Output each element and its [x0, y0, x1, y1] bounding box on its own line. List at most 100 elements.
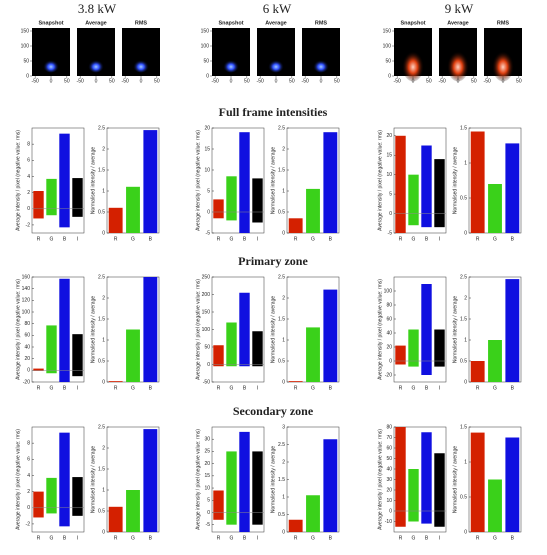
- y-tick-label: 0.5: [460, 358, 467, 364]
- bar: [213, 364, 224, 367]
- y-tick-label: 1: [464, 337, 467, 343]
- bar: [395, 361, 406, 365]
- y-tick-label: 25: [204, 449, 210, 455]
- bar: [213, 212, 224, 219]
- y-tick-label: 10: [386, 498, 392, 504]
- flame: [223, 58, 239, 73]
- y-tick-label: -2: [26, 521, 31, 527]
- x-tick-label: G: [311, 535, 315, 541]
- y-tick-label: 2.5: [278, 125, 285, 131]
- y-tick-label: 0: [388, 73, 391, 79]
- bar: [408, 469, 419, 511]
- bar: [306, 327, 320, 382]
- y-tick-label: -5: [206, 230, 211, 236]
- x-tick-label: 0: [140, 78, 143, 84]
- y-tick-label: 10: [386, 172, 392, 178]
- y-tick-label: 150: [202, 309, 211, 315]
- y-tick-label: 250: [202, 274, 211, 280]
- panel-title: RMS: [135, 20, 148, 26]
- y-tick-label: 8: [27, 440, 30, 446]
- bar: [421, 511, 432, 524]
- bar: [108, 207, 123, 233]
- x-tick-label: G: [493, 385, 497, 391]
- bar: [108, 506, 123, 532]
- y-tick-label: 15: [204, 146, 210, 152]
- y-tick-label: 1.5: [278, 477, 285, 483]
- y-tick-label: -5: [388, 230, 393, 236]
- bar: [72, 370, 83, 377]
- section-title: Full frame intensities: [219, 105, 328, 119]
- bar: [323, 289, 338, 382]
- y-axis-label: Normalised intensity / average: [270, 296, 276, 363]
- bar: [239, 364, 250, 367]
- bar: [434, 511, 445, 527]
- bar: [33, 368, 44, 371]
- flame: [43, 58, 59, 73]
- bar: [323, 132, 338, 233]
- x-tick-label: 50: [109, 78, 115, 84]
- bar: [505, 143, 520, 233]
- x-tick-label: B: [63, 236, 67, 242]
- panel-title: Snapshot: [400, 20, 425, 26]
- bar: [395, 427, 406, 511]
- y-tick-label: 0: [464, 230, 467, 236]
- y-tick-label: 0: [389, 211, 392, 217]
- bar: [323, 439, 338, 532]
- y-tick-label: 0.5: [278, 209, 285, 215]
- flame: [492, 49, 514, 82]
- y-tick-label: 70: [386, 435, 392, 441]
- y-tick-label: 0: [389, 358, 392, 364]
- x-tick-label: I: [439, 385, 440, 391]
- y-tick-label: 40: [386, 330, 392, 336]
- y-tick-label: 20: [386, 344, 392, 350]
- y-tick-label: 1: [282, 188, 285, 194]
- y-tick-label: 60: [24, 333, 30, 339]
- bar: [505, 279, 520, 382]
- y-tick-label: 50: [23, 58, 29, 64]
- x-tick-label: R: [217, 535, 221, 541]
- y-tick-label: -20: [23, 379, 30, 385]
- x-tick-label: G: [50, 385, 54, 391]
- x-tick-label: I: [257, 385, 258, 391]
- y-tick-label: 3: [282, 424, 285, 430]
- bar: [408, 511, 419, 522]
- y-tick-label: 0.5: [460, 195, 467, 201]
- bar: [395, 135, 406, 214]
- bar: [239, 431, 250, 513]
- y-axis-label: Normalised intensity / average: [270, 147, 276, 214]
- y-tick-label: 30: [386, 477, 392, 483]
- y-tick-label: 2: [102, 295, 105, 301]
- x-tick-label: I: [439, 236, 440, 242]
- y-axis-label: Average intensity / pixel (negative valu…: [15, 130, 21, 231]
- y-axis-label: Normalised intensity / average: [90, 446, 96, 513]
- x-tick-label: B: [149, 236, 153, 242]
- flame: [447, 49, 469, 82]
- y-tick-label: 150: [201, 28, 210, 34]
- y-axis-label: Average intensity / pixel (negative valu…: [195, 130, 201, 231]
- bar: [46, 208, 57, 216]
- y-tick-label: 120: [22, 298, 31, 304]
- x-tick-label: G: [493, 535, 497, 541]
- y-axis-label: Normalised intensity / average: [90, 147, 96, 214]
- x-tick-label: G: [412, 385, 416, 391]
- bar: [213, 199, 224, 212]
- y-tick-label: 20: [204, 125, 210, 131]
- flame: [313, 58, 329, 73]
- x-tick-label: B: [243, 236, 247, 242]
- x-tick-label: R: [114, 385, 118, 391]
- x-tick-label: R: [399, 385, 403, 391]
- y-axis-label: Normalised intensity / average: [452, 147, 458, 214]
- y-tick-label: 2: [27, 489, 30, 495]
- y-tick-label: 0.5: [98, 358, 105, 364]
- y-axis-label: Average intensity / pixel (negative valu…: [195, 279, 201, 380]
- flame: [268, 58, 284, 73]
- y-tick-label: 0: [464, 379, 467, 385]
- y-tick-label: 8: [27, 141, 30, 147]
- y-tick-label: 0: [207, 510, 210, 516]
- y-tick-label: 100: [384, 288, 393, 294]
- bar: [126, 490, 140, 532]
- x-tick-label: G: [131, 385, 135, 391]
- y-tick-label: 50: [385, 58, 391, 64]
- bar: [470, 361, 485, 382]
- bar: [226, 451, 237, 513]
